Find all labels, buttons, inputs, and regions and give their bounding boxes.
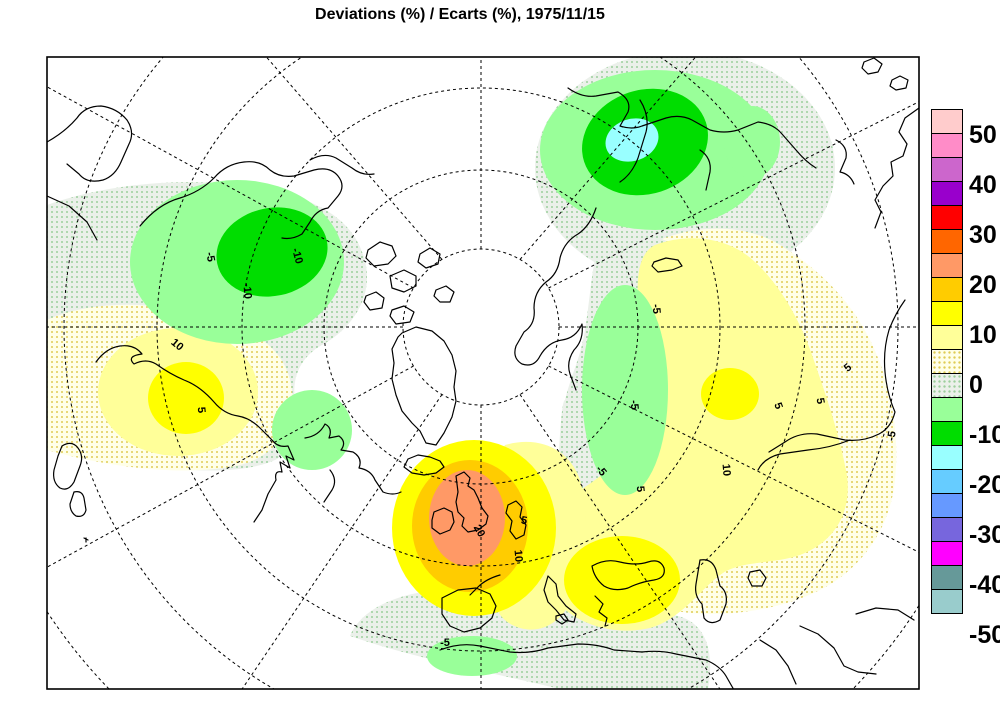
- coastlines: [47, 57, 919, 689]
- page-title: Deviations (%) / Ecarts (%), 1975/11/15: [315, 6, 605, 23]
- colorbar-cell: [931, 373, 963, 398]
- colorbar-tick-label: 40: [969, 171, 997, 199]
- colorbar-tick-label: 50: [969, 121, 997, 149]
- colorbar-cell: [931, 253, 963, 278]
- contour-value-label: 5: [633, 485, 647, 493]
- colorbar-cell: [931, 277, 963, 302]
- colorbar-tick-label: -50: [969, 621, 1000, 649]
- colorbar-cell: [931, 541, 963, 566]
- colorbar-cell: [931, 517, 963, 542]
- map-frame: [46, 56, 920, 690]
- contour-value-label: 10: [719, 463, 733, 477]
- contour-value-label: 10: [511, 549, 525, 563]
- colorbar-cell: [931, 325, 963, 350]
- colorbar-cell: [931, 133, 963, 158]
- colorbar-cell: [931, 397, 963, 422]
- colorbar-cell: [931, 301, 963, 326]
- colorbar-cell: [931, 565, 963, 590]
- colorbar-tick-label: 30: [969, 221, 997, 249]
- colorbar-cell: [931, 205, 963, 230]
- colorbar-tick-label: 10: [969, 321, 997, 349]
- contour-value-label: -5: [627, 399, 641, 411]
- colorbar-cell: [931, 157, 963, 182]
- colorbar-cell: [931, 229, 963, 254]
- colorbar-cell: [931, 181, 963, 206]
- colorbar-cell: [931, 445, 963, 470]
- contour-value-label: -5: [203, 251, 217, 263]
- contour-value-label: -5: [440, 637, 450, 649]
- colorbar-cell: [931, 493, 963, 518]
- colorbar-cell: [931, 469, 963, 494]
- colorbar-tick-label: 20: [969, 271, 997, 299]
- contour-value-label: 5: [194, 406, 208, 414]
- colorbar-tick-label: -10: [969, 421, 1000, 449]
- contour-value-label: -10: [240, 282, 254, 300]
- contour-value-label: -5: [885, 430, 899, 442]
- colorbar-tick-label: 0: [969, 371, 983, 399]
- colorbar-tick-label: -20: [969, 471, 1000, 499]
- colorbar-tick-label: -40: [969, 571, 1000, 599]
- colorbar-tick-label: -30: [969, 521, 1000, 549]
- anomaly-regions: [98, 70, 848, 676]
- colorbar-cell: [931, 421, 963, 446]
- contour-value-label: -5: [649, 303, 663, 315]
- colorbar-cell: [931, 349, 963, 374]
- colorbar-cell: [931, 109, 963, 134]
- colorbar-legend: 50 40 30 20 10 0 -10 -20 -30 -40 -50: [931, 109, 1000, 648]
- colorbar-cell: [931, 589, 963, 614]
